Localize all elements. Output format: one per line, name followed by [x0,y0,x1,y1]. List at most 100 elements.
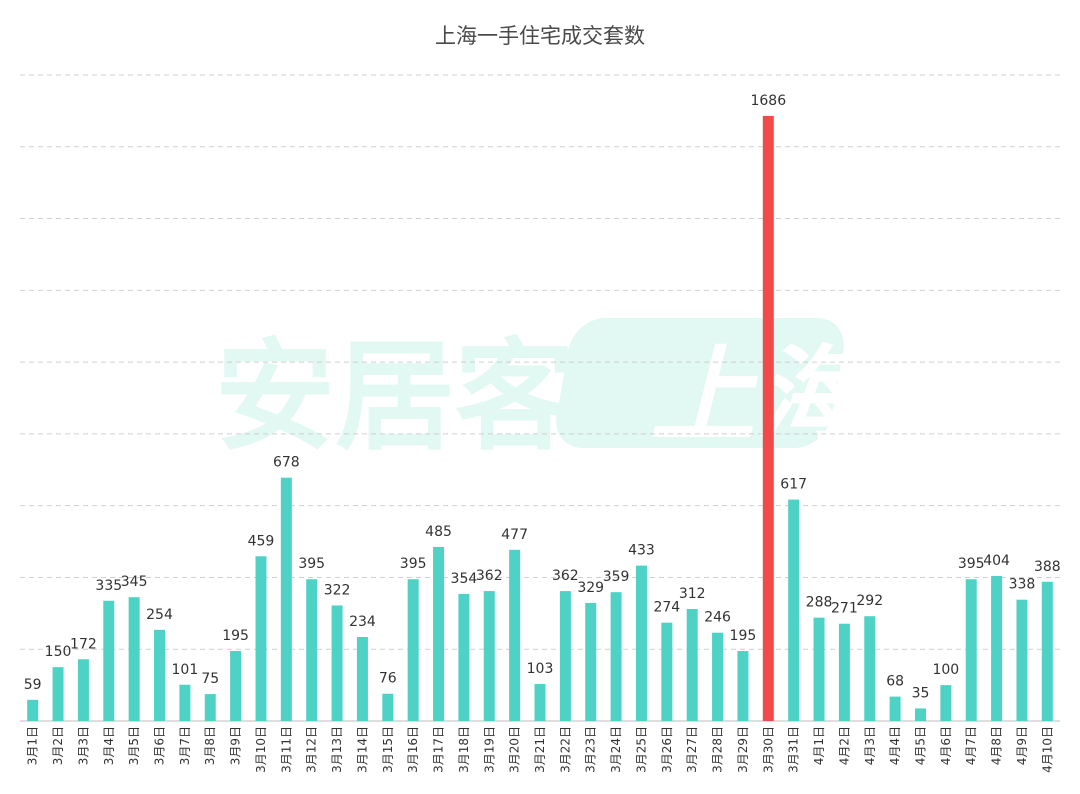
x-tick-label: 3月22日 [558,726,572,773]
x-tick-label: 4月5日 [913,726,927,765]
x-tick-label: 3月1日 [26,726,40,765]
data-label: 103 [527,661,554,677]
x-tick-label: 3月14日 [355,726,369,773]
bar [204,694,216,721]
data-label: 329 [577,580,604,596]
x-tick-label: 3月16日 [406,726,420,773]
bar [1041,581,1053,721]
x-tick-label: 3月26日 [660,726,674,773]
x-tick-label: 3月13日 [330,726,344,773]
x-tick-label: 4月7日 [964,726,978,765]
x-tick-label: 3月3日 [76,726,90,765]
data-label: 246 [704,610,731,626]
data-label: 172 [70,636,97,652]
bar-highlight [762,115,774,721]
bar [686,609,698,721]
x-tick-label: 4月9日 [1015,726,1029,765]
bar [991,576,1003,721]
bar [458,593,470,721]
data-label: 288 [806,595,833,611]
data-label: 234 [349,614,376,630]
bar [407,579,419,721]
data-label: 388 [1034,559,1061,575]
x-tick-label: 3月4日 [102,726,116,765]
chart-title: 上海一手住宅成交套数 [435,24,645,48]
x-tick-label: 3月7日 [178,726,192,765]
data-label: 477 [501,527,528,543]
watermark: 安居客 上海 [215,318,875,467]
data-label: 100 [932,662,959,678]
x-tick-label: 3月11日 [279,726,293,773]
x-tick-label: 3月10日 [254,726,268,773]
data-label: 292 [856,593,883,609]
x-tick-label: 3月18日 [457,726,471,773]
data-label: 485 [425,524,452,540]
x-tick-label: 3月8日 [203,726,217,765]
x-tick-label: 3月25日 [634,726,648,773]
bar [306,579,318,721]
x-tick-label: 3月2日 [51,726,65,765]
data-label: 362 [476,568,503,584]
data-label: 195 [730,628,757,644]
bar [433,546,445,721]
x-tick-label: 3月24日 [609,726,623,773]
bar [610,592,622,721]
bar [559,591,571,721]
data-label: 68 [886,674,904,690]
data-label: 59 [24,677,42,693]
bar [483,591,495,721]
data-label: 150 [45,644,72,660]
x-tick-label: 3月15日 [381,726,395,773]
bar [1016,599,1028,721]
bar [914,708,926,721]
bar [534,684,546,721]
bar [864,616,876,721]
bar [940,685,952,721]
bar [635,565,647,721]
bar [27,699,39,721]
data-label: 195 [222,628,249,644]
bar [889,696,901,721]
bar [712,632,724,721]
x-tick-label: 4月2日 [837,726,851,765]
data-label: 35 [912,685,930,701]
bars [27,115,1053,721]
bar [128,597,140,721]
data-label: 312 [679,586,706,602]
data-label: 335 [95,578,122,594]
x-tick-label: 4月8日 [990,726,1004,765]
data-label: 395 [958,556,985,572]
bar [331,605,343,721]
bar [356,637,368,721]
data-label: 322 [324,582,351,598]
bar [585,602,597,721]
x-tick-label: 3月17日 [432,726,446,773]
data-label: 338 [1009,577,1036,593]
data-label: 362 [552,568,579,584]
bar [280,477,292,721]
x-tick-label: 3月5日 [127,726,141,765]
bar [737,651,749,721]
bar [255,556,267,721]
data-label: 101 [172,662,199,678]
x-tick-label: 4月10日 [1040,726,1054,773]
x-tick-label: 3月27日 [685,726,699,773]
x-tick-label: 3月9日 [229,726,243,765]
x-tick-label: 3月12日 [305,726,319,773]
bar [52,667,64,721]
watermark-text-right: 上海 [650,335,875,457]
x-tick-label: 3月23日 [584,726,598,773]
bar [382,693,394,721]
bar [179,684,191,721]
data-label: 76 [379,671,397,687]
data-label: 433 [628,543,655,559]
x-tick-label: 3月28日 [711,726,725,773]
data-label: 75 [201,671,219,687]
data-label: 345 [121,574,148,590]
x-tick-label: 4月4日 [888,726,902,765]
bar [154,629,166,721]
x-tick-label: 3月20日 [508,726,522,773]
